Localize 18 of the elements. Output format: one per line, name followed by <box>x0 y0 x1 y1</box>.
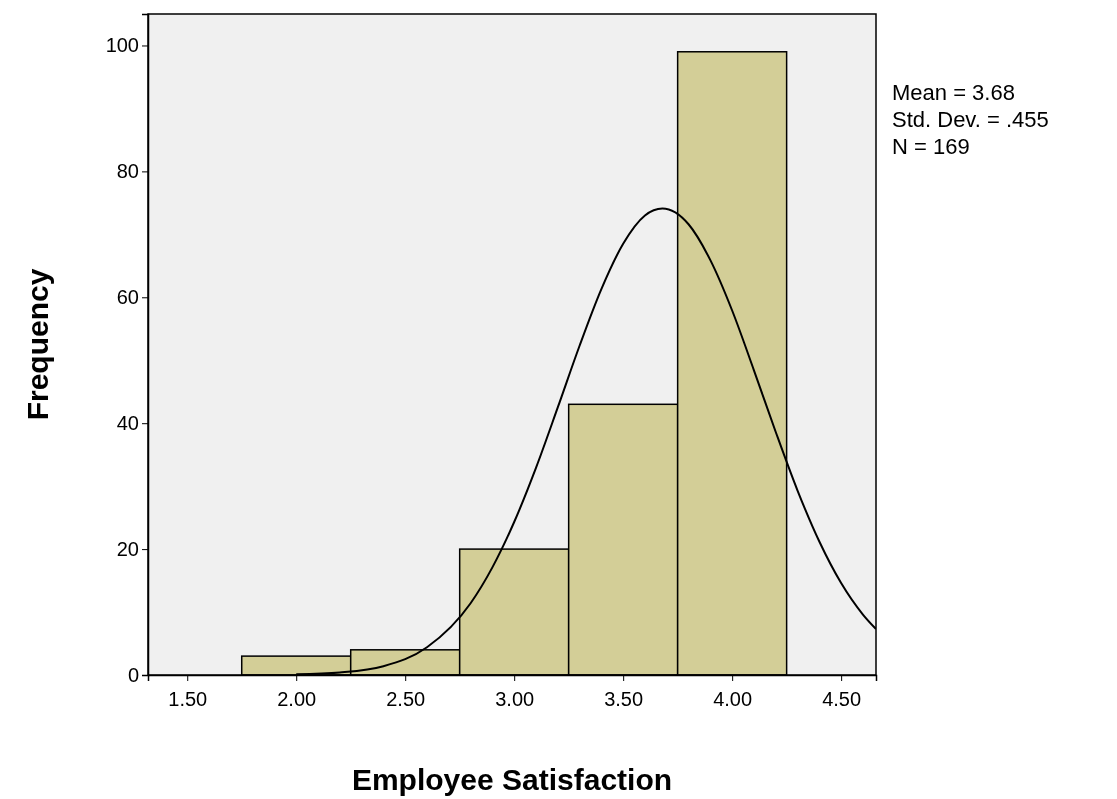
y-tick-label: 80 <box>116 160 139 183</box>
x-tick-label: 4.50 <box>822 688 862 710</box>
y-tick-label: 0 <box>127 663 139 686</box>
x-tick-label: 4.00 <box>713 688 753 710</box>
y-axis-title: Frequency <box>21 268 54 421</box>
text: Std. Dev. = .455 <box>892 107 1049 132</box>
y-tick-label: 60 <box>116 286 139 309</box>
x-tick-label: 3.50 <box>604 688 644 710</box>
text: N = 169 <box>892 134 970 159</box>
y-tick-label: 100 <box>105 34 139 57</box>
x-axis-title: Employee Satisfaction <box>351 763 673 796</box>
x-tick-label: 2.00 <box>277 688 317 710</box>
x-tick-label: 2.50 <box>386 688 426 710</box>
y-tick-label: 20 <box>116 538 139 560</box>
x-tick-label: 1.50 <box>168 688 208 710</box>
y-tick-label: 40 <box>116 412 139 435</box>
text: Mean = 3.68 <box>892 80 1015 105</box>
x-tick-label: 3.00 <box>495 688 535 710</box>
